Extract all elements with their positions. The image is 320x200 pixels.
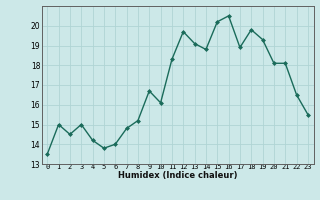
- X-axis label: Humidex (Indice chaleur): Humidex (Indice chaleur): [118, 171, 237, 180]
